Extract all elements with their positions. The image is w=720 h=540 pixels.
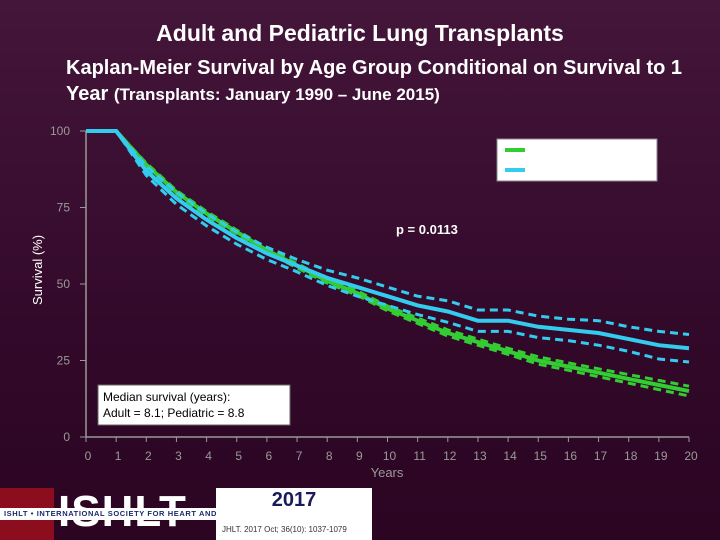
y-tick-label: 100 [50, 124, 70, 138]
x-tick-label: 2 [145, 449, 152, 463]
series-1-line [86, 129, 690, 351]
y-tick-label: 0 [63, 430, 70, 444]
x-tick-label: 5 [235, 449, 242, 463]
x-tick-label: 11 [413, 449, 426, 463]
y-tick-label: 50 [57, 277, 71, 291]
y-tick-label: 25 [57, 354, 71, 368]
x-tick-label: 16 [564, 449, 578, 463]
series-0 [86, 129, 690, 398]
x-tick-label: 12 [443, 449, 457, 463]
y-tick-label: 75 [57, 201, 71, 215]
legend-box [496, 138, 658, 182]
median-box [97, 384, 291, 426]
x-tick-label: 14 [503, 449, 517, 463]
x-tick-label: 8 [326, 449, 333, 463]
x-tick-label: 3 [175, 449, 182, 463]
x-tick-label: 0 [85, 449, 92, 463]
x-tick-label: 9 [356, 449, 363, 463]
x-tick-label: 19 [654, 449, 668, 463]
y-axis-label: Survival (%) [30, 235, 45, 305]
series-0-line [86, 129, 690, 394]
x-tick-label: 13 [473, 449, 487, 463]
p-value-label: p = 0.0113 [396, 222, 458, 237]
x-tick-label: 20 [684, 449, 698, 463]
x-tick-label: 15 [534, 449, 548, 463]
subtitle-main: Kaplan-Meier Survival by Age Group Condi… [66, 57, 683, 105]
subtitle-period: (Transplants: January 1990 – June 2015) [113, 85, 440, 104]
chart-title: Adult and Pediatric Lung Transplants [156, 20, 564, 46]
citation: JHLT. 2017 Oct; 36(10): 1037-1079 [222, 525, 347, 534]
year-box [216, 488, 372, 540]
x-tick-label: 17 [594, 449, 608, 463]
x-tick-label: 1 [115, 449, 122, 463]
x-tick-label: 4 [205, 449, 212, 463]
chart-annotations: p = 0.0113 Median survival (years): Adul… [30, 138, 658, 480]
chart-subtitle: Kaplan-Meier Survival by Age Group Condi… [66, 55, 686, 108]
median-label-1: Median survival (years): [103, 390, 230, 404]
x-tick-label: 18 [624, 449, 638, 463]
series-1-ci-lower [86, 129, 690, 364]
x-tick-label: 7 [296, 449, 303, 463]
x-axis-label: Years [371, 465, 404, 480]
chart-series-layer [86, 129, 690, 398]
series-1 [86, 129, 690, 364]
report-year: 2017 [271, 489, 317, 511]
x-tick-label: 6 [266, 449, 273, 463]
median-label-2: Adult = 8.1; Pediatric = 8.8 [103, 406, 245, 420]
x-tick-label: 10 [383, 449, 397, 463]
series-0-ci-upper [86, 129, 690, 388]
